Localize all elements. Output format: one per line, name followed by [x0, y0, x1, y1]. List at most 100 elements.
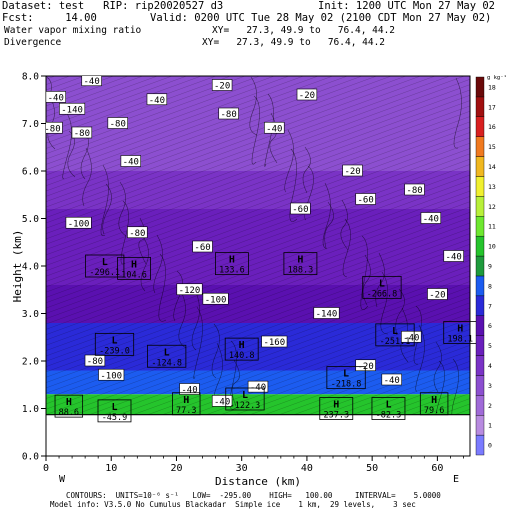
colorbar-level: 16	[488, 123, 496, 131]
extremum-box	[172, 392, 201, 416]
extremum-kind: L	[242, 390, 248, 401]
extremum-kind: H	[183, 395, 189, 406]
dataset-line: Dataset: test RIP: rip20020527 d3	[2, 0, 224, 12]
contour-label: -80	[87, 357, 103, 367]
colorbar-swatch	[475, 156, 485, 177]
extremum-box	[419, 392, 449, 416]
contour-line	[229, 340, 238, 410]
contour-label-box	[404, 183, 425, 196]
contour-label: -20	[214, 82, 230, 92]
contour-label-box	[120, 155, 142, 167]
contour-label: -40	[446, 253, 462, 263]
extremum-box	[215, 252, 249, 276]
colorbar-level: 15	[488, 143, 496, 151]
contour-label-box	[420, 212, 442, 224]
contour-label: -80	[406, 186, 422, 196]
contour-label: -40	[181, 386, 197, 396]
extremum-kind: L	[102, 257, 108, 268]
contour-label: -120	[179, 286, 201, 296]
contour-line	[340, 199, 349, 251]
colorbar-level: 14	[488, 163, 496, 171]
contour-label: -100	[205, 295, 227, 305]
contour-line	[211, 323, 220, 379]
contour-label-box	[313, 307, 340, 319]
contour-label-box	[261, 335, 288, 348]
colorbar-level: 6	[488, 322, 492, 330]
x-tick-label: 0	[43, 463, 49, 474]
valid-line: Valid: 0200 UTC Tue 28 May 02 (2100 CDT …	[150, 12, 492, 24]
contour-label: -40	[123, 158, 139, 168]
extremum-value: -82.3	[376, 411, 402, 421]
extremum-box	[94, 332, 135, 356]
colorbar-swatch	[475, 96, 485, 117]
contour-line	[264, 93, 274, 167]
x-end-label-west: W	[59, 474, 66, 485]
field2-name: Divergence	[4, 37, 62, 48]
contour-line	[395, 288, 405, 336]
extremum-value: 198.1	[447, 335, 473, 345]
contour-label-box	[127, 226, 148, 239]
colorbar-level: 4	[488, 362, 492, 370]
colorbar-swatch	[475, 196, 485, 217]
contour-label-box	[192, 240, 213, 253]
extremum-value: -296.1	[89, 268, 120, 278]
contour-line	[375, 252, 385, 308]
y-tick-label: 2.0	[22, 357, 39, 368]
y-tick-label: 0.0	[22, 452, 39, 463]
contour-label: -40	[403, 333, 419, 343]
contour-label: -20	[299, 91, 315, 101]
contour-label-box	[296, 88, 318, 101]
extremum-value: -239.0	[99, 346, 130, 356]
contour-line	[153, 234, 163, 294]
contour-label: -160	[263, 338, 285, 348]
contour-line	[191, 287, 200, 351]
contour-label-box	[59, 102, 86, 115]
contour-line	[360, 235, 369, 311]
contour-label-box	[202, 292, 229, 305]
extremum-value: -218.8	[331, 380, 362, 390]
colorbar-level: 18	[488, 83, 496, 91]
colorbar-level: 9	[488, 263, 492, 271]
extremum-kind: H	[239, 340, 245, 351]
y-tick-label: 5.0	[22, 214, 39, 225]
extremum-value: 77.3	[176, 406, 196, 416]
extremum-box	[326, 366, 366, 390]
contour-line	[100, 164, 109, 237]
y-tick-label: 3.0	[22, 309, 39, 320]
extremum-value: -122.3	[230, 401, 261, 411]
extremum-box	[97, 399, 132, 423]
contour-label: -80	[221, 110, 237, 120]
contour-label: -80	[129, 229, 145, 239]
contour-line	[324, 201, 334, 249]
extremum-box	[283, 252, 318, 276]
contour-label-box	[98, 368, 125, 381]
contour-label: -40	[149, 96, 165, 106]
contour-label-box	[46, 121, 63, 134]
x-tick-label: 40	[301, 463, 313, 474]
y-tick-label: 4.0	[22, 262, 39, 273]
contour-label: -60	[292, 205, 308, 215]
contour-line	[322, 182, 331, 250]
contour-line	[82, 147, 92, 207]
contour-line	[178, 289, 187, 349]
x-tick-label: 20	[170, 463, 182, 474]
contour-line	[380, 271, 389, 335]
colorbar-swatch	[475, 415, 485, 436]
extremum-value: 88.6	[59, 408, 79, 418]
colorbar-level: 5	[488, 342, 492, 350]
contour-label-box	[381, 373, 402, 386]
contour-line	[289, 148, 298, 222]
contour-label-box	[176, 283, 203, 296]
contour-label: -40	[48, 93, 64, 103]
extremum-value: -251.1	[380, 337, 411, 347]
y-tick-label: 1.0	[22, 404, 39, 415]
colorbar-swatch	[475, 136, 485, 157]
x-tick-label: 30	[236, 463, 248, 474]
x-end-label-east: E	[453, 474, 459, 485]
contour-line	[342, 218, 351, 278]
colorbar-swatch	[475, 335, 485, 356]
colorbar-swatch	[475, 315, 485, 336]
contour-label-box	[107, 117, 128, 129]
x-tick-label: 10	[105, 463, 117, 474]
extremum-kind: L	[343, 369, 349, 380]
